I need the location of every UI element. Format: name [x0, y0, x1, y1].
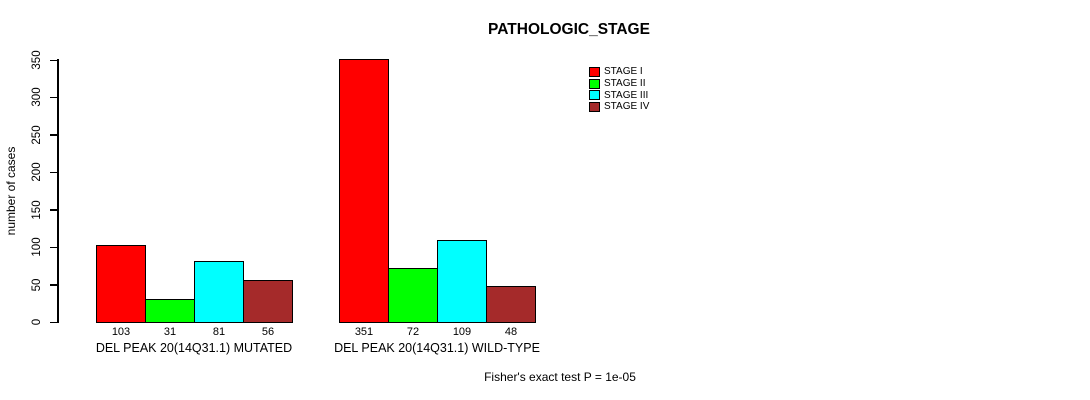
x-category-label: DEL PEAK 20(14Q31.1) WILD-TYPE: [334, 341, 540, 355]
bar-stage-ii: [388, 268, 438, 323]
legend-color-swatch: [589, 101, 600, 112]
y-tick-mark: [50, 246, 57, 249]
y-tick-label: 300: [31, 87, 43, 108]
legend-item-label: STAGE IV: [604, 101, 650, 113]
bar-count-label: 48: [504, 326, 518, 338]
legend-item: STAGE III: [589, 89, 649, 101]
y-axis-line: [57, 59, 59, 323]
bar-count-label: 72: [406, 326, 420, 338]
bar-count-label: 351: [354, 326, 374, 338]
chart-title: PATHOLOGIC_STAGE: [488, 21, 650, 38]
y-tick-mark: [50, 209, 57, 211]
y-tick-mark: [50, 59, 57, 61]
legend-item: STAGE IV: [589, 101, 649, 113]
y-axis-label: number of cases: [4, 146, 18, 236]
y-tick-mark: [50, 134, 57, 136]
legend-item: STAGE I: [589, 66, 649, 78]
bar-count-label: 103: [111, 326, 131, 338]
bar-stage-iv: [486, 286, 536, 323]
y-tick-label: 100: [31, 237, 43, 257]
bar-stage-iii: [437, 240, 487, 323]
bar-stage-i: [96, 244, 146, 323]
y-tick-label: 50: [31, 278, 43, 291]
y-tick-mark: [50, 321, 57, 323]
y-tick-mark: [50, 171, 57, 174]
bar-count-label: 31: [163, 326, 177, 338]
y-tick-label: 350: [31, 50, 43, 70]
legend-item-label: STAGE III: [604, 89, 649, 101]
y-tick-label: 150: [31, 200, 43, 220]
y-tick-label: 0: [31, 318, 43, 326]
bar-count-label: 56: [261, 326, 275, 338]
bar-stage-iv: [243, 280, 293, 323]
y-tick-label: 200: [31, 162, 43, 182]
bar-stage-ii: [145, 298, 195, 323]
legend: STAGE I STAGE II STAGE III STAGE IV: [589, 66, 649, 113]
y-tick-mark: [50, 96, 57, 99]
y-tick-mark: [50, 284, 57, 286]
legend-color-swatch: [589, 78, 600, 89]
bar-count-label: 81: [212, 326, 226, 338]
bar-stage-iii: [194, 261, 244, 323]
legend-item: STAGE II: [589, 78, 649, 90]
x-category-label: DEL PEAK 20(14Q31.1) MUTATED: [95, 341, 293, 355]
legend-item-label: STAGE II: [604, 78, 646, 90]
bar-count-label: 109: [452, 326, 472, 338]
legend-item-label: STAGE I: [604, 66, 643, 78]
legend-color-swatch: [589, 90, 600, 101]
legend-color-swatch: [589, 66, 600, 77]
y-tick-label: 250: [31, 125, 43, 145]
stat-annotation: Fisher's exact test P = 1e-05: [484, 370, 636, 384]
bar-stage-i: [339, 59, 389, 323]
